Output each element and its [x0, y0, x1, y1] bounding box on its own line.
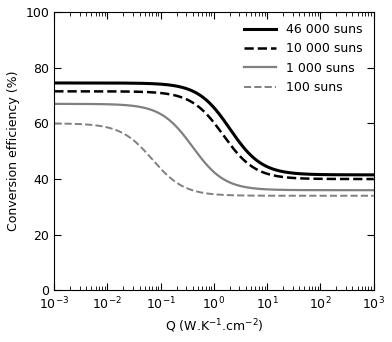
10 000 suns	[301, 176, 306, 181]
1 000 suns	[181, 133, 186, 137]
10 000 suns	[307, 176, 311, 181]
100 suns	[192, 189, 197, 193]
10 000 suns	[271, 173, 276, 177]
10 000 suns	[371, 177, 376, 181]
100 suns	[301, 194, 306, 198]
1 000 suns	[271, 187, 276, 192]
1 000 suns	[307, 188, 311, 192]
46 000 suns	[371, 173, 376, 177]
10 000 suns	[181, 96, 186, 100]
46 000 suns	[307, 172, 311, 176]
100 suns	[181, 185, 186, 189]
100 suns	[307, 194, 311, 198]
46 000 suns	[192, 90, 197, 94]
10 000 suns	[192, 102, 197, 106]
Legend: 46 000 suns, 10 000 suns, 1 000 suns, 100 suns: 46 000 suns, 10 000 suns, 1 000 suns, 10…	[240, 18, 367, 99]
Line: 46 000 suns: 46 000 suns	[54, 83, 374, 175]
X-axis label: Q (W.K$^{-1}$.cm$^{-2}$): Q (W.K$^{-1}$.cm$^{-2}$)	[165, 317, 263, 335]
100 suns	[271, 194, 276, 198]
1 000 suns	[85, 102, 89, 106]
Line: 1 000 suns: 1 000 suns	[54, 104, 374, 190]
1 000 suns	[371, 188, 376, 192]
46 000 suns	[301, 172, 306, 176]
100 suns	[85, 122, 89, 127]
1 000 suns	[52, 102, 56, 106]
100 suns	[371, 194, 376, 198]
10 000 suns	[85, 89, 89, 93]
46 000 suns	[52, 81, 56, 85]
Y-axis label: Conversion efficiency (%): Conversion efficiency (%)	[7, 71, 20, 232]
100 suns	[52, 121, 56, 126]
1 000 suns	[301, 188, 306, 192]
Line: 10 000 suns: 10 000 suns	[54, 91, 374, 179]
46 000 suns	[181, 86, 186, 90]
1 000 suns	[192, 148, 197, 152]
Line: 100 suns: 100 suns	[54, 123, 374, 196]
46 000 suns	[85, 81, 89, 85]
10 000 suns	[52, 89, 56, 93]
46 000 suns	[271, 167, 276, 171]
